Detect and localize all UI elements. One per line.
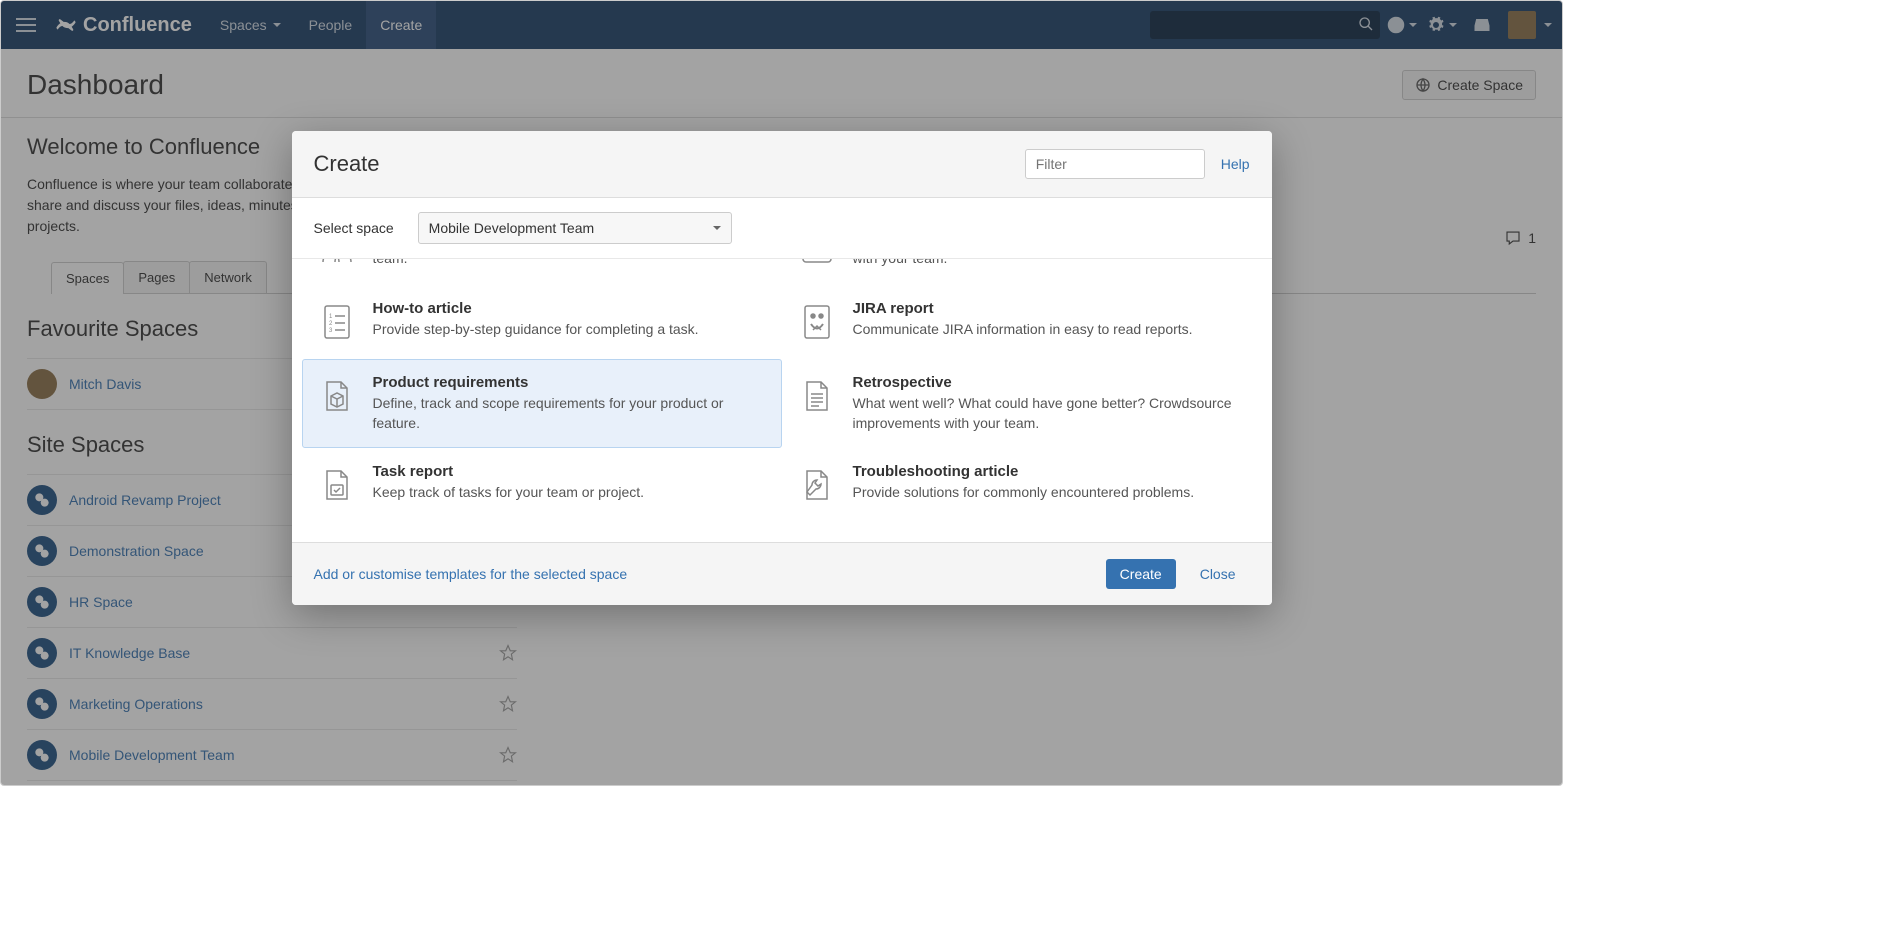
template-title: JIRA report [853, 300, 1249, 317]
template-desc: Define, track and scope requirements for… [373, 394, 769, 433]
modal-title: Create [314, 151, 1009, 177]
svg-text:1: 1 [329, 314, 333, 320]
template-item[interactable]: Task report Keep track of tasks for your … [302, 448, 782, 522]
select-space-label: Select space [314, 220, 394, 236]
template-desc: Share and discuss content from the web l… [853, 259, 1249, 268]
template-desc: Plan your meetings and share notes and a… [373, 259, 769, 268]
create-button[interactable]: Create [1106, 559, 1176, 589]
space-select-value: Mobile Development Team [429, 220, 595, 236]
modal-overlay: Create Help Select space Mobile Developm… [1, 1, 1562, 785]
template-icon [795, 463, 839, 507]
template-item[interactable]: Retrospective What went well? What could … [782, 359, 1262, 448]
template-icon [315, 259, 359, 270]
template-item[interactable]: JIRA report Communicate JIRA information … [782, 285, 1262, 359]
template-desc: Communicate JIRA information in easy to … [853, 320, 1249, 340]
template-desc: Provide solutions for commonly encounter… [853, 483, 1249, 503]
close-button[interactable]: Close [1186, 559, 1250, 589]
template-icon [315, 374, 359, 418]
caret-icon [713, 226, 721, 230]
svg-text:3: 3 [329, 328, 333, 334]
template-icon [795, 374, 839, 418]
template-item[interactable]: 123 How-to article Provide step-by-step gu… [302, 285, 782, 359]
template-desc: What went well? What could have gone bet… [853, 394, 1249, 433]
template-title: Retrospective [853, 374, 1249, 391]
template-title: How-to article [373, 300, 769, 317]
template-item[interactable]: Share and discuss content from the web l… [782, 259, 1262, 285]
template-icon: 123 [315, 300, 359, 344]
template-title: Troubleshooting article [853, 463, 1249, 480]
template-desc: Keep track of tasks for your team or pro… [373, 483, 769, 503]
help-link[interactable]: Help [1221, 156, 1250, 172]
template-title: Product requirements [373, 374, 769, 391]
template-desc: Provide step-by-step guidance for comple… [373, 320, 769, 340]
space-select[interactable]: Mobile Development Team [418, 212, 732, 244]
template-title: Task report [373, 463, 769, 480]
template-item[interactable]: Troubleshooting article Provide solutions… [782, 448, 1262, 522]
svg-text:2: 2 [329, 321, 333, 327]
create-modal: Create Help Select space Mobile Developm… [292, 131, 1272, 605]
template-icon [795, 300, 839, 344]
template-icon [315, 463, 359, 507]
customise-templates-link[interactable]: Add or customise templates for the selec… [314, 566, 628, 582]
template-icon [795, 259, 839, 270]
filter-input[interactable] [1025, 149, 1205, 179]
template-item[interactable]: Product requirements Define, track and sc… [302, 359, 782, 448]
template-item[interactable]: Plan your meetings and share notes and a… [302, 259, 782, 285]
